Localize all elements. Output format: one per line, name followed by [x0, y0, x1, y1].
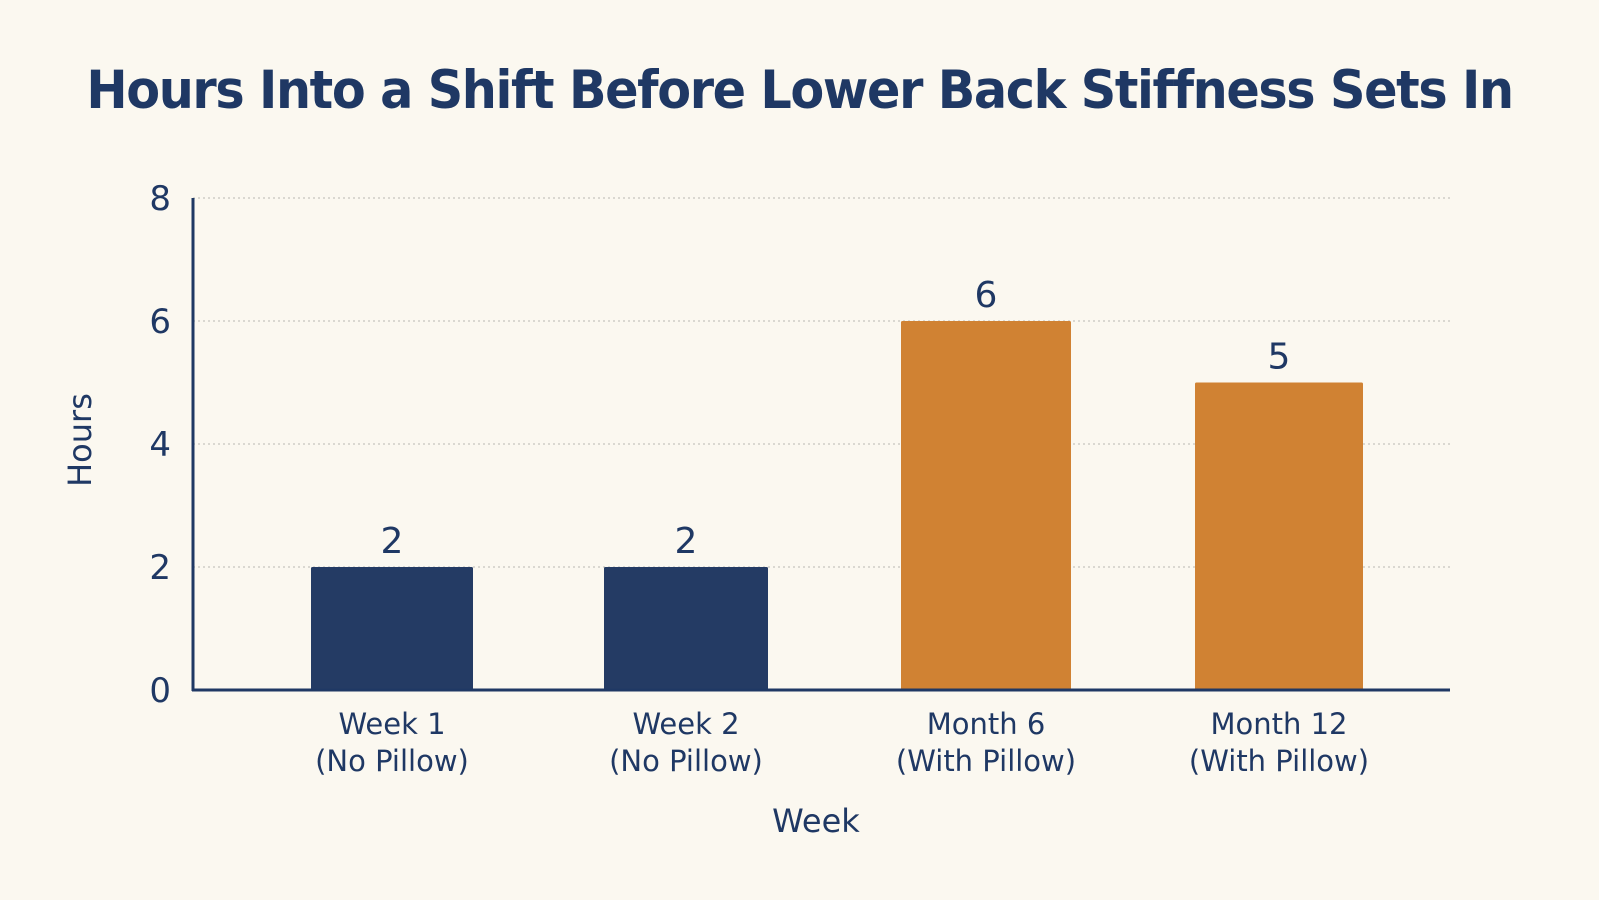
x-tick-label-2-line-2: (No Pillow): [609, 744, 763, 778]
y-tick-label-4: 4: [149, 425, 171, 465]
bar-2: [604, 567, 768, 690]
chart-title: Hours Into a Shift Before Lower Back Sti…: [86, 60, 1514, 121]
y-axis-title: Hours: [61, 393, 99, 487]
data-label-4: 5: [1268, 337, 1291, 378]
bar-4: [1195, 382, 1363, 690]
x-tick-label-1-line-2: (No Pillow): [315, 744, 469, 778]
x-tick-label-1-line-1: Week 1: [338, 707, 445, 741]
x-tick-label-4-line-2: (With Pillow): [1189, 744, 1369, 778]
x-tick-label-3-line-1: Month 6: [927, 707, 1046, 741]
bar-1: [311, 567, 473, 690]
data-label-3: 6: [975, 275, 998, 316]
y-tick-label-6: 6: [149, 302, 171, 342]
x-tick-label-2-line-1: Week 2: [632, 707, 739, 741]
data-label-2: 2: [675, 521, 698, 562]
x-axis-title: Week: [772, 802, 860, 840]
x-tick-label-3-line-2: (With Pillow): [896, 744, 1076, 778]
y-tick-label-8: 8: [149, 179, 171, 219]
data-label-1: 2: [381, 521, 404, 562]
y-tick-label-2: 2: [149, 548, 171, 588]
y-tick-label-0: 0: [149, 671, 171, 711]
bar-3: [901, 321, 1071, 690]
x-tick-label-4-line-1: Month 12: [1210, 707, 1347, 741]
